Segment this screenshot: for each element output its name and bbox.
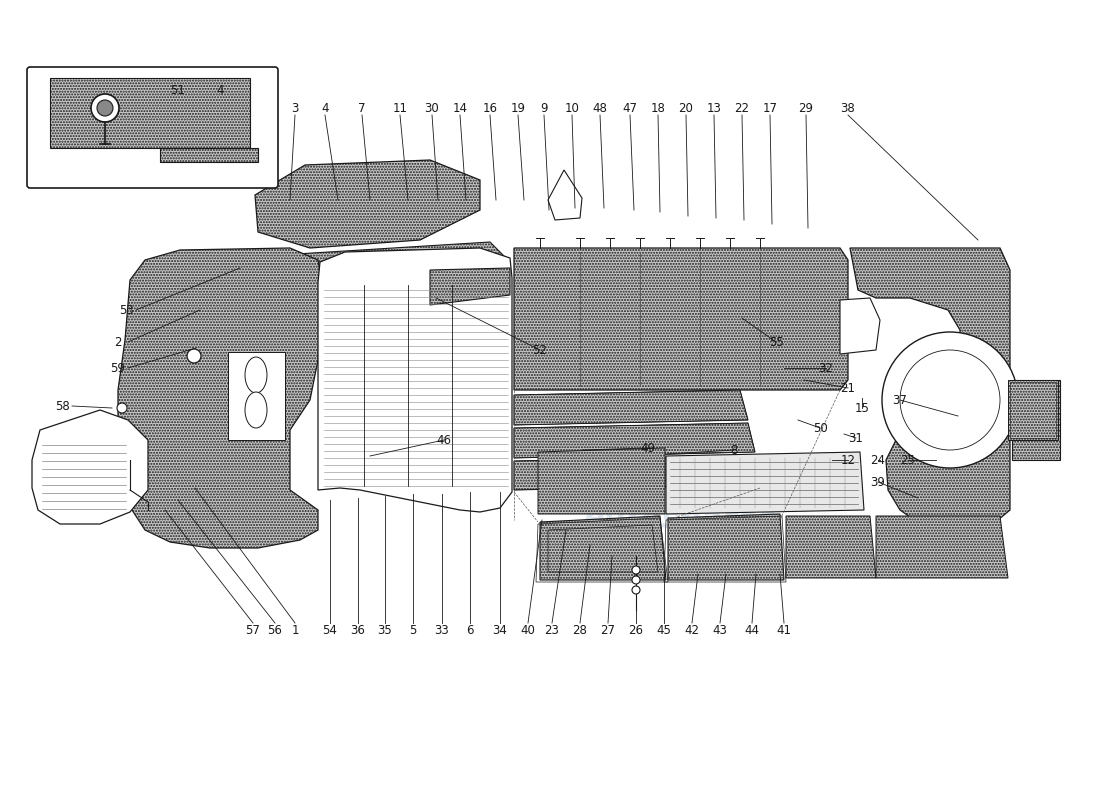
Text: 8: 8 <box>730 443 738 457</box>
Circle shape <box>91 94 119 122</box>
Text: 29: 29 <box>799 102 814 114</box>
Text: 16: 16 <box>483 102 497 114</box>
Text: 39: 39 <box>870 475 886 489</box>
Text: 22: 22 <box>735 102 749 114</box>
Circle shape <box>882 332 1018 468</box>
Text: 46: 46 <box>437 434 451 446</box>
Text: 4: 4 <box>321 102 329 114</box>
Polygon shape <box>666 452 864 514</box>
Polygon shape <box>50 78 250 148</box>
Text: 12: 12 <box>840 454 856 466</box>
Text: 41: 41 <box>777 623 792 637</box>
Text: 30: 30 <box>425 102 439 114</box>
Ellipse shape <box>245 392 267 428</box>
Text: 36: 36 <box>351 623 365 637</box>
Text: 58: 58 <box>55 399 69 413</box>
Polygon shape <box>118 248 322 548</box>
FancyBboxPatch shape <box>28 67 278 188</box>
Text: 38: 38 <box>840 102 856 114</box>
Circle shape <box>187 349 201 363</box>
Polygon shape <box>1012 380 1060 460</box>
Text: 45: 45 <box>657 623 671 637</box>
Text: 57: 57 <box>245 623 261 637</box>
Text: 26: 26 <box>628 623 643 637</box>
Text: 35: 35 <box>377 623 393 637</box>
Text: 53: 53 <box>119 303 133 317</box>
Text: 20: 20 <box>679 102 693 114</box>
Text: 27: 27 <box>601 623 616 637</box>
Text: 15: 15 <box>855 402 869 414</box>
Text: 18: 18 <box>650 102 666 114</box>
Text: 3: 3 <box>292 102 299 114</box>
Text: 28: 28 <box>573 623 587 637</box>
Text: 49: 49 <box>640 442 656 454</box>
Text: 37: 37 <box>892 394 907 406</box>
Polygon shape <box>1008 380 1058 440</box>
Text: 32: 32 <box>818 362 834 374</box>
Polygon shape <box>538 448 666 514</box>
Text: eurospares: eurospares <box>123 355 317 385</box>
Text: 6: 6 <box>466 623 474 637</box>
Text: 34: 34 <box>493 623 507 637</box>
Circle shape <box>632 586 640 594</box>
Circle shape <box>632 566 640 574</box>
Text: 44: 44 <box>745 623 759 637</box>
Text: 56: 56 <box>267 623 283 637</box>
Polygon shape <box>876 516 1008 578</box>
Text: 43: 43 <box>713 623 727 637</box>
Circle shape <box>97 100 113 116</box>
Polygon shape <box>430 268 510 305</box>
Text: 14: 14 <box>452 102 468 114</box>
Text: 54: 54 <box>322 623 338 637</box>
Polygon shape <box>548 170 582 220</box>
Polygon shape <box>228 352 285 440</box>
Text: eurospares: eurospares <box>584 506 777 534</box>
Text: 17: 17 <box>762 102 778 114</box>
Text: 48: 48 <box>593 102 607 114</box>
Polygon shape <box>840 298 880 354</box>
Polygon shape <box>160 148 258 162</box>
Polygon shape <box>514 456 762 490</box>
Text: 47: 47 <box>623 102 638 114</box>
Ellipse shape <box>245 357 267 393</box>
Polygon shape <box>514 248 848 390</box>
Text: 33: 33 <box>434 623 450 637</box>
Polygon shape <box>32 410 148 524</box>
Text: 55: 55 <box>769 335 783 349</box>
Polygon shape <box>232 242 510 300</box>
Polygon shape <box>255 160 480 248</box>
Text: 9: 9 <box>540 102 548 114</box>
Text: 31: 31 <box>848 431 864 445</box>
Circle shape <box>900 350 1000 450</box>
Polygon shape <box>668 514 784 580</box>
Text: 11: 11 <box>393 102 407 114</box>
Text: 50: 50 <box>813 422 827 434</box>
Text: 21: 21 <box>840 382 856 394</box>
Text: 2: 2 <box>114 335 122 349</box>
Text: 1: 1 <box>292 623 299 637</box>
Text: 59: 59 <box>111 362 125 374</box>
Circle shape <box>117 403 126 413</box>
Text: 4: 4 <box>217 85 223 98</box>
Polygon shape <box>540 516 666 580</box>
Text: 23: 23 <box>544 623 560 637</box>
Text: 5: 5 <box>409 623 417 637</box>
Text: 52: 52 <box>532 343 548 357</box>
Text: 13: 13 <box>706 102 722 114</box>
Polygon shape <box>514 390 748 425</box>
Text: 10: 10 <box>564 102 580 114</box>
Text: 19: 19 <box>510 102 526 114</box>
Text: eurospares: eurospares <box>584 295 777 325</box>
Polygon shape <box>786 516 876 578</box>
Text: 7: 7 <box>359 102 365 114</box>
Text: 24: 24 <box>870 454 886 466</box>
Text: 51: 51 <box>170 85 186 98</box>
Text: 25: 25 <box>901 454 915 466</box>
Text: 42: 42 <box>684 623 700 637</box>
Polygon shape <box>514 423 755 458</box>
Text: 40: 40 <box>520 623 536 637</box>
Circle shape <box>632 576 640 584</box>
Polygon shape <box>318 248 512 512</box>
Polygon shape <box>850 248 1010 524</box>
